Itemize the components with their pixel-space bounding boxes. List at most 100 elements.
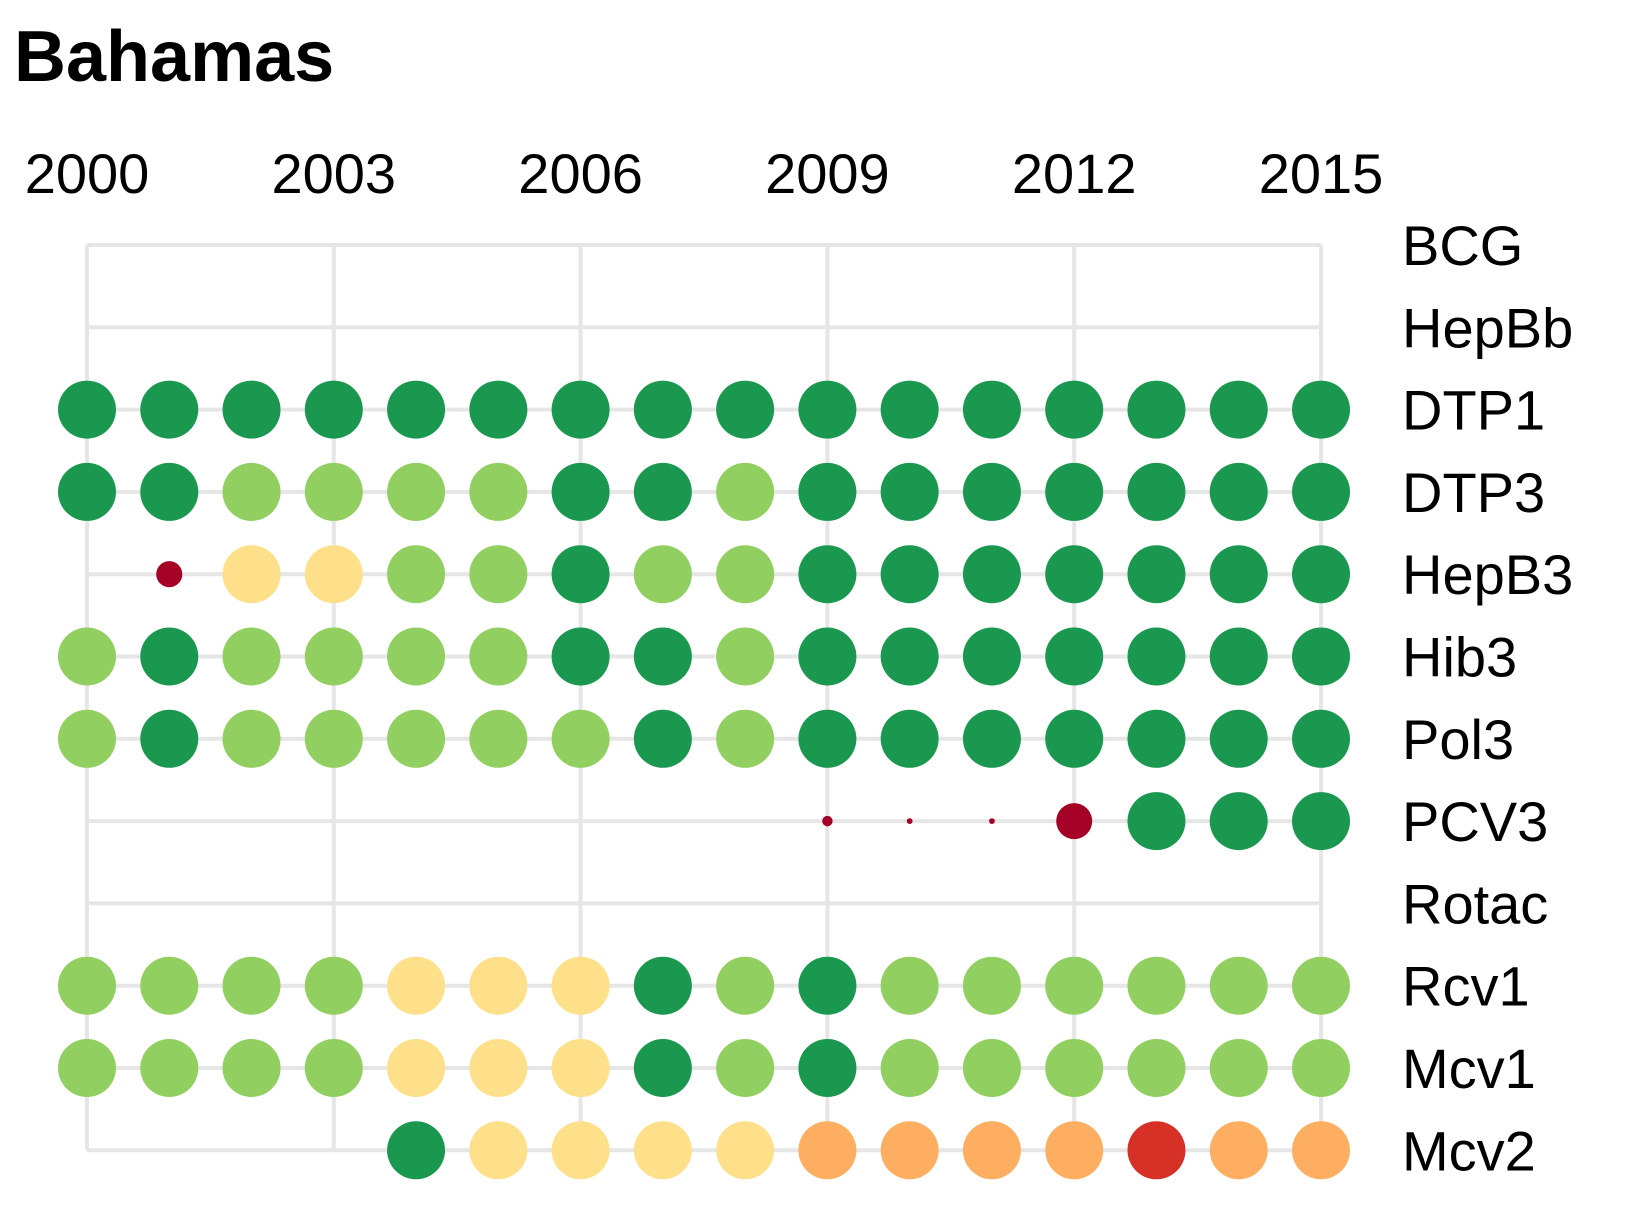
dot-mcv2-2010	[880, 1121, 939, 1180]
dot-pcv3-2009	[822, 815, 833, 827]
dot-mcv1-2012	[1045, 1039, 1104, 1097]
dot-pol3-2011	[962, 709, 1021, 768]
dot-mcv1-2006	[551, 1039, 610, 1097]
dot-rcv1-2006	[551, 956, 610, 1015]
dot-hib3-2010	[880, 627, 939, 686]
dot-rcv1-2008	[716, 956, 775, 1015]
dot-mcv2-2011	[962, 1121, 1021, 1180]
vaccine-label-dtp3: DTP3	[1402, 461, 1545, 524]
dot-hepb3-2011	[962, 545, 1021, 604]
dot-dtp3-2004	[387, 462, 446, 521]
dot-hib3-2004	[387, 627, 446, 686]
dot-hib3-2000	[58, 627, 116, 686]
dot-mcv1-2003	[304, 1039, 363, 1097]
dot-hib3-2013	[1127, 627, 1186, 686]
vaccine-label-dtp1: DTP1	[1402, 379, 1545, 442]
dot-pcv3-2011	[989, 818, 995, 824]
dot-rcv1-2003	[304, 956, 363, 1015]
dot-dtp3-2005	[469, 462, 528, 521]
dot-hepb3-2004	[387, 545, 446, 604]
dot-rcv1-2010	[880, 956, 939, 1015]
dot-pol3-2010	[880, 709, 939, 768]
dot-hepb3-2013	[1127, 545, 1186, 604]
dot-hepb3-2002	[222, 545, 281, 604]
dot-pol3-2015	[1292, 709, 1350, 768]
dot-pcv3-2015	[1292, 792, 1350, 851]
dot-mcv1-2013	[1127, 1039, 1186, 1097]
dot-mcv2-2008	[716, 1121, 775, 1180]
x-tick-label-2000: 2000	[25, 142, 150, 205]
dot-hib3-2002	[222, 627, 281, 686]
dot-hib3-2003	[304, 627, 363, 686]
dot-hepb3-2007	[633, 545, 692, 604]
dot-dtp1-2002	[222, 380, 281, 439]
dot-pol3-2009	[798, 709, 857, 768]
dot-dtp3-2003	[304, 462, 363, 521]
dot-mcv2-2007	[633, 1121, 692, 1180]
dot-mcv2-2004	[387, 1121, 446, 1180]
vaccine-label-hib3: Hib3	[1402, 626, 1517, 689]
dot-hib3-2005	[469, 627, 528, 686]
dot-hepb3-2006	[551, 545, 610, 604]
dot-dtp3-2013	[1127, 462, 1186, 521]
dot-pol3-2013	[1127, 709, 1186, 768]
dot-dtp3-2000	[58, 462, 116, 521]
dot-pol3-2012	[1045, 709, 1104, 768]
dot-hepb3-2012	[1045, 545, 1104, 604]
dot-mcv2-2015	[1292, 1121, 1350, 1180]
dot-hib3-2008	[716, 627, 775, 686]
dot-dtp1-2003	[304, 380, 363, 439]
dot-hib3-2001	[140, 627, 199, 686]
dot-pol3-2004	[387, 709, 446, 768]
x-axis-tick-labels: 2000 2003 2006 2009 2012 2015	[25, 142, 1384, 205]
dot-dtp1-2015	[1292, 380, 1350, 439]
dot-hib3-2012	[1045, 627, 1104, 686]
vaccine-label-pcv3: PCV3	[1402, 790, 1548, 853]
dot-dtp3-2006	[551, 462, 610, 521]
dot-dtp1-2001	[140, 380, 199, 439]
dot-rcv1-2005	[469, 956, 528, 1015]
coverage-dots	[58, 380, 1350, 1180]
dot-mcv1-2002	[222, 1039, 281, 1097]
x-tick-label-2015: 2015	[1259, 142, 1384, 205]
dot-hepb3-2003	[304, 545, 363, 604]
dot-dtp3-2001	[140, 462, 199, 521]
dot-dtp3-2010	[880, 462, 939, 521]
dot-dtp1-2006	[551, 380, 610, 439]
dot-pcv3-2012	[1056, 803, 1093, 840]
dot-mcv1-2001	[140, 1039, 199, 1097]
dot-hepb3-2005	[469, 545, 528, 604]
dot-mcv1-2005	[469, 1039, 528, 1097]
dot-rcv1-2002	[222, 956, 281, 1015]
dot-mcv2-2005	[469, 1121, 528, 1180]
dot-dtp3-2007	[633, 462, 692, 521]
x-tick-label-2003: 2003	[272, 142, 397, 205]
dot-hib3-2006	[551, 627, 610, 686]
dot-dtp3-2012	[1045, 462, 1104, 521]
dot-rcv1-2013	[1127, 956, 1186, 1015]
dot-pol3-2006	[551, 709, 610, 768]
dot-dtp1-2005	[469, 380, 528, 439]
dot-mcv1-2014	[1209, 1039, 1268, 1097]
vaccine-label-hepb3: HepB3	[1402, 543, 1573, 606]
dot-dtp1-2004	[387, 380, 446, 439]
dot-pol3-2003	[304, 709, 363, 768]
dot-dtp3-2009	[798, 462, 857, 521]
dot-dtp1-2011	[962, 380, 1021, 439]
x-tick-label-2012: 2012	[1012, 142, 1137, 205]
dot-mcv2-2012	[1045, 1121, 1104, 1180]
dot-hepb3-2014	[1209, 545, 1268, 604]
dot-mcv1-2008	[716, 1039, 775, 1097]
dot-hib3-2011	[962, 627, 1021, 686]
vaccine-label-pol3: Pol3	[1402, 708, 1514, 771]
vaccine-label-rotac: Rotac	[1402, 872, 1548, 935]
dot-hepb3-2008	[716, 545, 775, 604]
dot-pol3-2014	[1209, 709, 1268, 768]
dot-mcv2-2006	[551, 1121, 610, 1180]
dot-mcv1-2015	[1292, 1039, 1350, 1097]
dot-dtp3-2008	[716, 462, 775, 521]
dot-rcv1-2011	[962, 956, 1021, 1015]
dot-hepb3-2001	[156, 561, 183, 588]
dot-rcv1-2007	[633, 956, 692, 1015]
